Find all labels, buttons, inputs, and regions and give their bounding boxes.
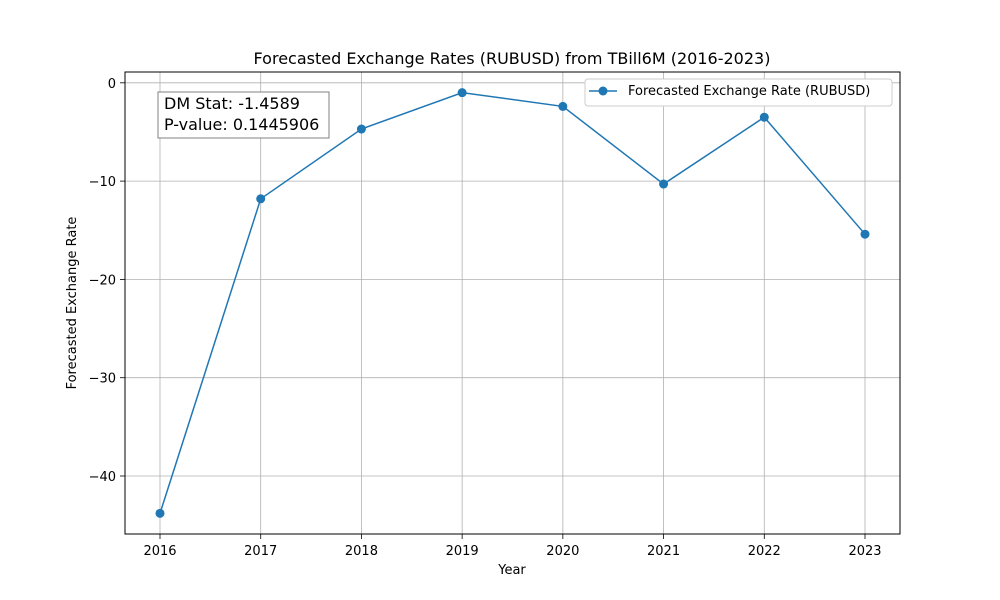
data-point [356, 124, 366, 134]
annotation-dm-stat: DM Stat: -1.4589 [164, 94, 300, 113]
y-axis-label: Forecasted Exchange Rate [65, 217, 80, 390]
data-point [256, 194, 266, 204]
x-tick-label: 2017 [244, 544, 277, 559]
series-line [159, 91, 866, 514]
y-tick-label: −30 [89, 372, 116, 387]
y-tick-label: −40 [89, 470, 116, 485]
x-tick-label: 2023 [848, 544, 881, 559]
y-tick-label: −10 [89, 175, 116, 190]
x-tick-label: 2019 [446, 544, 479, 559]
chart-title: Forecasted Exchange Rates (RUBUSD) from … [254, 49, 771, 68]
data-point [759, 112, 769, 122]
y-tick-label: 0 [108, 77, 116, 92]
data-point [155, 508, 165, 518]
data-point [457, 88, 467, 98]
data-point [558, 101, 568, 111]
legend-point-marker [598, 86, 608, 96]
legend-label: Forecasted Exchange Rate (RUBUSD) [628, 84, 870, 99]
legend-frame [584, 78, 893, 107]
x-tick-label: 2020 [546, 544, 579, 559]
series-layer [155, 88, 870, 518]
y-tick-label: −20 [89, 273, 116, 288]
data-point [860, 229, 870, 239]
ticks: 2016 2017 2018 2019 2020 2021 2022 2023 0 −10 −20 −… [89, 77, 882, 559]
x-tick-label: 2022 [748, 544, 781, 559]
annotation-box: DM Stat: -1.4589 P-value: 0.1445906 [157, 91, 330, 139]
annotation-p-value: P-value: 0.1445906 [164, 115, 319, 134]
x-tick-label: 2016 [143, 544, 176, 559]
x-axis-label: Year [497, 563, 526, 578]
plot-frame [124, 71, 901, 535]
legend: Forecasted Exchange Rate (RUBUSD) [584, 78, 893, 107]
x-tick-label: 2018 [345, 544, 378, 559]
grid [125, 72, 900, 534]
x-tick-label: 2021 [647, 544, 680, 559]
annotation-frame [157, 91, 330, 139]
data-point [659, 179, 669, 189]
